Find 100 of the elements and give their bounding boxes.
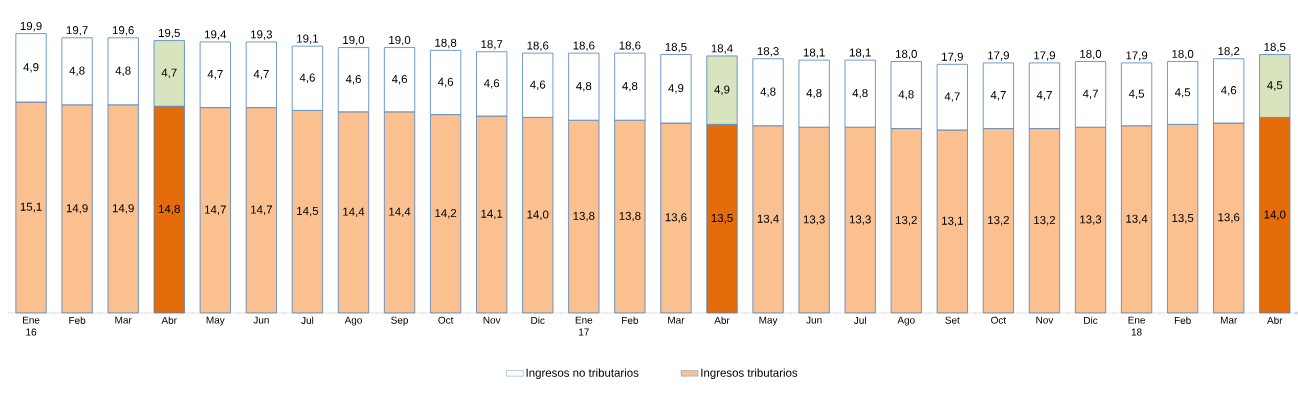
total-label: 18,4 xyxy=(711,44,733,54)
total-label: 19,6 xyxy=(112,26,134,36)
total-label: 18,5 xyxy=(665,42,687,53)
x-tick-label: Oct xyxy=(438,316,454,324)
data-label: 13,8 xyxy=(619,211,641,222)
total-label: 18,2 xyxy=(1218,47,1240,57)
data-label: 4,6 xyxy=(299,73,315,84)
data-label: 14,4 xyxy=(343,207,365,218)
data-label: 4,7 xyxy=(253,70,269,80)
data-label: 4,8 xyxy=(898,90,914,100)
x-tick-label: Ene 16 xyxy=(23,316,40,336)
data-label: 4,8 xyxy=(760,87,776,98)
data-label: 13,5 xyxy=(711,213,733,224)
x-tick-label: Jul xyxy=(301,316,314,324)
data-label: 14,8 xyxy=(158,204,180,215)
total-label: 19,7 xyxy=(66,26,88,36)
total-label: 18,3 xyxy=(757,47,779,57)
data-label: 4,5 xyxy=(1128,89,1145,100)
data-label: 4,7 xyxy=(990,91,1006,101)
data-label: 14,9 xyxy=(66,204,88,214)
x-tick-label: May xyxy=(759,316,778,326)
data-label: 14,5 xyxy=(297,207,319,217)
total-label: 18,1 xyxy=(849,48,871,58)
x-tick-label: Set xyxy=(945,316,960,324)
data-label: 4,8 xyxy=(115,66,131,77)
data-label: 4,6 xyxy=(391,74,408,85)
legend-label: Ingresos tributarios xyxy=(701,368,798,380)
data-label: 13,5 xyxy=(1172,213,1194,224)
data-label: 13,1 xyxy=(942,216,963,227)
data-label: 4,9 xyxy=(668,84,684,94)
data-label: 4,8 xyxy=(806,88,822,99)
total-label: 18,0 xyxy=(1172,49,1194,60)
total-label: 19,3 xyxy=(251,30,272,40)
data-label: 4,8 xyxy=(576,81,592,92)
x-tick-label: Jul xyxy=(853,316,866,324)
x-tick-label: Mar xyxy=(668,316,685,324)
x-tick-label: May xyxy=(206,316,225,326)
data-label: 4,6 xyxy=(483,79,500,89)
total-label: 17,9 xyxy=(1034,51,1056,61)
x-tick-label: Feb xyxy=(69,316,86,324)
x-tick-label: Abr xyxy=(161,316,177,324)
total-label: 18,6 xyxy=(573,41,595,51)
total-label: 18,0 xyxy=(895,49,917,60)
data-label: 14,0 xyxy=(527,210,549,220)
data-label: 4,8 xyxy=(622,81,638,92)
data-label: 13,3 xyxy=(803,215,825,225)
data-label: 13,4 xyxy=(757,214,779,225)
total-label: 18,6 xyxy=(619,41,641,51)
data-label: 15,1 xyxy=(20,202,42,213)
total-label: 18,0 xyxy=(1080,49,1102,60)
data-label: 13,4 xyxy=(1126,214,1148,225)
x-tick-label: Feb xyxy=(622,316,639,324)
data-label: 4,7 xyxy=(1082,89,1098,100)
data-label: 4,6 xyxy=(345,74,361,85)
data-label: 4,7 xyxy=(207,70,223,80)
data-label: 4,9 xyxy=(714,85,730,95)
data-label: 14,4 xyxy=(389,207,411,218)
x-tick-label: Mar xyxy=(1220,316,1238,324)
total-label: 19,9 xyxy=(20,21,42,32)
x-tick-label: Dic xyxy=(531,316,545,324)
x-tick-label: Ago xyxy=(344,316,362,326)
total-label: 18,8 xyxy=(435,38,457,49)
data-label: 14,7 xyxy=(205,205,226,215)
x-tick-label: Abr xyxy=(714,316,730,324)
data-label: 14,0 xyxy=(1264,210,1286,220)
total-label: 17,9 xyxy=(942,52,963,63)
total-label: 19,5 xyxy=(158,28,180,39)
total-label: 18,5 xyxy=(1264,42,1286,53)
legend-label: Ingresos no tributarios xyxy=(526,368,639,380)
total-label: 19,4 xyxy=(205,30,227,40)
x-tick-label: Oct xyxy=(991,316,1007,324)
data-label: 4,7 xyxy=(944,92,960,102)
data-label: 14,2 xyxy=(435,209,457,219)
total-label: 19,0 xyxy=(389,35,411,46)
x-tick-label: Ago xyxy=(897,316,915,326)
data-label: 4,6 xyxy=(1221,86,1237,96)
data-label: 4,8 xyxy=(69,66,85,77)
x-tick-label: Mar xyxy=(115,316,132,324)
data-label: 4,6 xyxy=(530,80,546,91)
data-label: 14,9 xyxy=(112,204,134,214)
total-label: 18,6 xyxy=(527,41,549,51)
total-label: 17,9 xyxy=(988,51,1009,61)
data-label: 13,3 xyxy=(1080,215,1102,225)
x-tick-label: Sep xyxy=(391,316,408,326)
x-tick-label: Feb xyxy=(1174,316,1191,324)
x-tick-label: Nov xyxy=(1036,316,1054,324)
x-tick-label: Jun xyxy=(253,316,269,324)
x-tick-label: Ene 17 xyxy=(575,316,593,336)
data-label: 13,2 xyxy=(988,216,1009,226)
total-label: 19,0 xyxy=(343,35,365,46)
data-label: 14,1 xyxy=(481,209,503,220)
x-tick-label: Nov xyxy=(483,316,501,324)
data-label: 4,8 xyxy=(852,88,868,99)
data-label: 4,7 xyxy=(161,68,177,79)
data-label: 13,8 xyxy=(573,211,595,222)
data-label: 13,2 xyxy=(1034,216,1056,226)
total-label: 18,1 xyxy=(803,48,825,58)
data-label: 13,6 xyxy=(1218,213,1240,223)
data-label: 13,2 xyxy=(895,216,917,226)
data-label: 4,5 xyxy=(1174,88,1191,98)
